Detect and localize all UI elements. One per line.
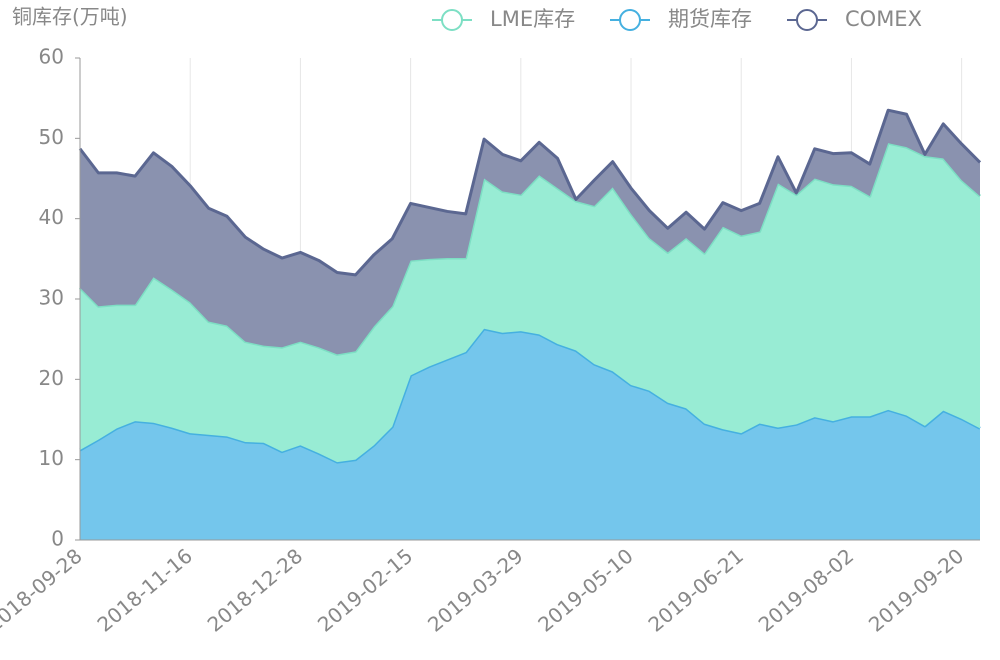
legend-label: COMEX — [845, 7, 922, 31]
chart-title: 铜库存(万吨) — [12, 5, 128, 29]
x-tick-label: 2019-02-15 — [313, 544, 417, 637]
legend-label: 期货库存 — [668, 7, 752, 31]
area — [80, 328, 980, 540]
area — [80, 110, 980, 355]
y-tick-label: 50 — [39, 125, 64, 149]
legend-item: 期货库存 — [610, 7, 752, 31]
legend-marker — [796, 9, 818, 31]
y-tick-label: 30 — [39, 286, 64, 310]
y-tick-label: 20 — [39, 366, 64, 390]
area-line — [78, 108, 982, 277]
y-tick-label: 10 — [39, 446, 64, 470]
x-tick-label: 2019-05-10 — [533, 544, 637, 637]
legend-item: LME库存 — [432, 7, 575, 31]
x-tick-label: 2018-09-28 — [0, 544, 87, 637]
x-tick-label: 2019-08-02 — [754, 544, 858, 637]
y-tick-label: 40 — [39, 205, 64, 229]
legend-label: LME库存 — [490, 7, 575, 31]
x-tick-label: 2018-12-28 — [203, 544, 307, 637]
x-tick-label: 2019-06-21 — [644, 544, 748, 637]
legend-marker — [619, 9, 641, 31]
area — [80, 143, 980, 463]
x-tick-label: 2019-03-29 — [423, 544, 527, 637]
y-tick-label: 60 — [39, 45, 64, 69]
legend-item: COMEX — [787, 7, 922, 31]
legend-marker — [441, 9, 463, 31]
y-tick-label: 0 — [51, 527, 64, 551]
x-tick-label: 2018-11-16 — [92, 544, 196, 637]
x-tick-label: 2019-09-20 — [864, 544, 968, 637]
